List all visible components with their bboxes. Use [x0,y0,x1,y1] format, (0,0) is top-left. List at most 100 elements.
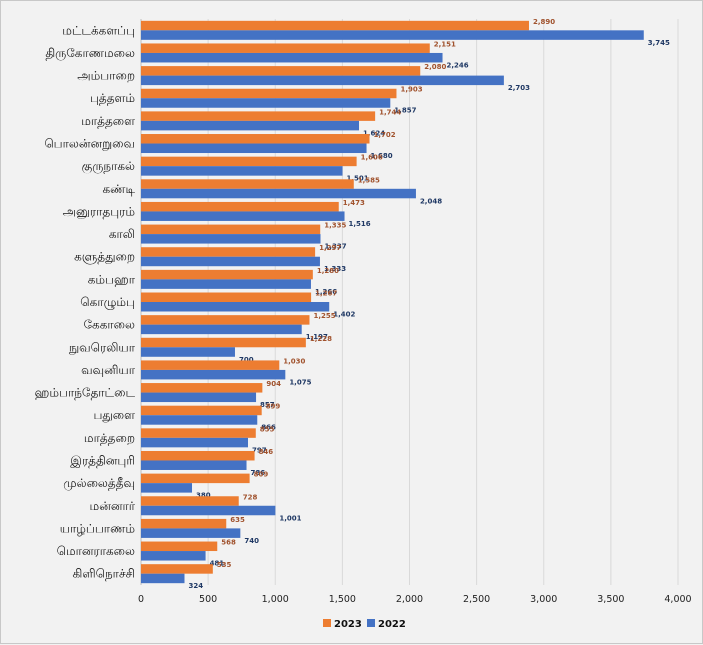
bar-2022 [141,75,504,86]
category-label: அம்பாறை [77,69,135,83]
bar-2023 [141,20,529,31]
category-label: காலி [109,227,135,241]
bar-2023 [141,247,316,257]
data-label-2022: 1,402 [333,311,355,319]
bar-2023 [141,224,321,235]
category-label: கொழும்பு [80,295,135,310]
legend-swatch-2022 [367,619,375,627]
data-label-2022: 1,266 [315,288,337,296]
bar-2023 [141,518,227,529]
bar-2023 [141,43,430,53]
bar-2022 [141,415,258,425]
bar-2022 [141,30,644,40]
data-label-2022: 740 [244,537,259,545]
bar-2023 [141,428,256,438]
bar-2022 [141,369,286,380]
bar-2022 [141,573,185,584]
legend-label-2022: 2022 [378,619,406,630]
bar-2023 [141,156,357,167]
bar-2023 [141,405,262,416]
bar-2023 [141,360,280,370]
data-label-2023: 568 [221,539,236,547]
category-label: ஹம்பாந்தோட்டை [35,386,136,400]
bar-2023 [141,201,339,212]
data-label-2023: 635 [230,516,245,524]
data-label-2022: 1,197 [306,333,328,341]
bar-2022 [141,234,321,244]
bar-2022 [141,143,367,154]
data-label-2023: 1,030 [283,357,305,365]
x-tick-label: 1,000 [262,594,289,605]
data-label-2023: 1,473 [343,199,365,207]
x-tick-label: 1,500 [329,594,356,605]
data-label-2023: 1,702 [373,131,395,139]
bar-2022 [141,98,391,108]
category-label: கேகாலை [84,318,135,332]
data-label-2023: 728 [243,493,258,501]
data-label-2023: 1,297 [319,244,341,252]
bar-2022 [141,460,247,470]
legend-swatch-2023 [323,619,331,627]
data-label-2023: 1,903 [400,86,422,94]
category-label: கம்பஹா [88,272,136,286]
category-label: நுவரெலியா [69,340,136,355]
bar-2022 [141,528,241,538]
data-label-2023: 1,744 [379,108,401,116]
data-label-2022: 2,246 [447,61,469,69]
data-label-2023: 1,255 [313,312,335,320]
data-label-2022: 481 [210,560,225,568]
bar-2023 [141,496,239,506]
category-label: கிளிநொச்சி [73,567,135,581]
data-label-2023: 899 [266,403,281,411]
category-label: மாத்தளை [81,114,135,128]
bar-2022 [141,188,416,199]
data-label-2022: 866 [261,424,276,432]
data-label-2023: 904 [266,380,281,388]
bar-2023 [141,292,312,302]
bar-2023 [141,134,370,144]
bar-2023 [141,111,376,121]
data-label-2023: 1,228 [310,335,332,343]
category-label: கண்டி [103,182,136,196]
category-label: பதுளை [93,408,135,423]
x-tick-label: 3,000 [530,594,557,605]
category-label: அனுராதபுரம் [63,204,135,219]
bar-2023 [141,337,306,348]
data-label-2022: 380 [196,492,211,500]
bar-2022 [141,505,276,516]
data-label-2023: 2,151 [434,40,456,48]
x-tick-label: 2,000 [396,594,423,605]
category-label: வவுனியா [81,363,136,377]
data-label-2023: 1,585 [358,176,380,184]
data-label-2022: 2,048 [420,197,442,205]
data-label-2022: 1,075 [289,378,311,386]
category-label: மாத்தறை [84,431,135,445]
bar-2022 [141,324,302,335]
data-label-2023: 846 [259,448,274,456]
bar-2023 [141,450,255,461]
data-label-2023: 2,890 [533,18,555,26]
legend-label-2023: 2023 [334,619,362,630]
data-label-2023: 1,606 [361,154,383,162]
bar-2022 [141,120,360,131]
category-label: மட்டக்களப்பு [62,23,135,37]
data-label-2023: 535 [217,561,232,569]
data-label-2023: 1,280 [317,267,339,275]
bar-2022 [141,392,257,403]
category-label: களுத்துறை [74,250,135,265]
category-label: பொலன்னறுவை [44,137,135,152]
x-tick-label: 2,500 [463,594,490,605]
bar-2022 [141,551,206,561]
bar-2023 [141,473,250,484]
category-label: முல்லைத்தீவு [63,476,135,491]
bar-2022 [141,211,345,221]
category-label: மொனராகலை [57,544,135,558]
bar-2023 [141,179,354,189]
bar-2023 [141,269,313,280]
data-label-2022: 1,337 [324,243,346,251]
x-tick-label: 3,500 [597,594,624,605]
data-label-2022: 857 [260,401,275,409]
bar-2023 [141,315,310,325]
